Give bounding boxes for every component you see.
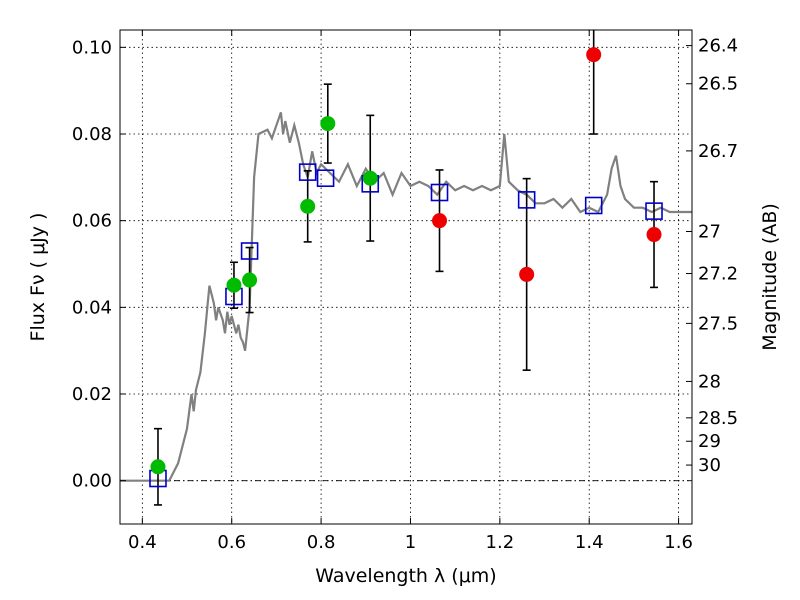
y-tick-label-4: 0.08	[72, 124, 112, 145]
series-0-point-1	[226, 277, 242, 293]
series-0-point-2	[242, 272, 258, 288]
series-0-point-0	[150, 459, 166, 475]
series-0-point-5	[362, 170, 378, 186]
series-1-point-1	[519, 266, 535, 282]
series-0-point-3	[300, 198, 316, 214]
x-axis-title: Wavelength λ (μm)	[315, 565, 496, 587]
x-tick-label-6: 1.6	[664, 532, 693, 553]
x-tick-label-2: 0.8	[307, 532, 336, 553]
y-tick-label-3: 0.06	[72, 211, 112, 232]
x-tick-label-4: 1.2	[486, 532, 515, 553]
x-tick-label-1: 0.6	[217, 532, 246, 553]
plot-content	[120, 30, 692, 506]
y2-tick-label-6: 28	[698, 371, 721, 392]
y2-tick-label-9: 30	[698, 455, 721, 476]
series-1-point-3	[646, 227, 662, 243]
plot-area	[120, 30, 692, 506]
y2-tick-label-4: 27.2	[698, 264, 738, 285]
y2-tick-label-1: 26.5	[698, 74, 738, 95]
y2-tick-label-0: 26.4	[698, 36, 738, 57]
y2-tick-label-7: 28.5	[698, 408, 738, 429]
model-photometry-square-6	[430, 183, 449, 202]
grid-lines	[120, 30, 692, 524]
y2-tick-label-3: 27	[698, 222, 721, 243]
y2-tick-label-8: 29	[698, 431, 721, 452]
y-tick-label-1: 0.02	[72, 384, 112, 405]
y-axis-title: Flux Fν ( μJy )	[27, 213, 49, 342]
y2-tick-label-5: 27.5	[698, 313, 738, 334]
model-photometry-square-9	[645, 202, 663, 220]
series-1-point-0	[432, 213, 448, 229]
model-photometry-square-4	[316, 169, 335, 187]
plot-frame	[119, 29, 693, 525]
y-tick-label-5: 0.10	[72, 37, 112, 58]
y-tick-label-0: 0.00	[72, 471, 112, 492]
x-tick-label-5: 1.4	[575, 532, 604, 553]
series-1-point-2	[586, 47, 602, 63]
model-spectrum-line	[120, 111, 692, 482]
model-photometry-square-2	[240, 242, 259, 260]
y2-tick-label-2: 26.7	[698, 141, 738, 162]
model-photometry-square-8	[584, 196, 603, 215]
x-tick-label-3: 1	[405, 532, 416, 553]
model-photometry-square-3	[298, 163, 317, 181]
y2-axis-title: Magnitude (AB)	[759, 203, 781, 351]
x-tick-label-0: 0.4	[128, 532, 157, 553]
series-0-point-4	[320, 116, 336, 132]
axis-ticks: 0.4 0.6 0.8 1 1.2 1.4 1.6 0.00 0.02 0.04 0.06 0.08 0…	[72, 30, 738, 553]
y-tick-label-2: 0.04	[72, 297, 112, 318]
model-photometry-square-7	[517, 191, 536, 209]
